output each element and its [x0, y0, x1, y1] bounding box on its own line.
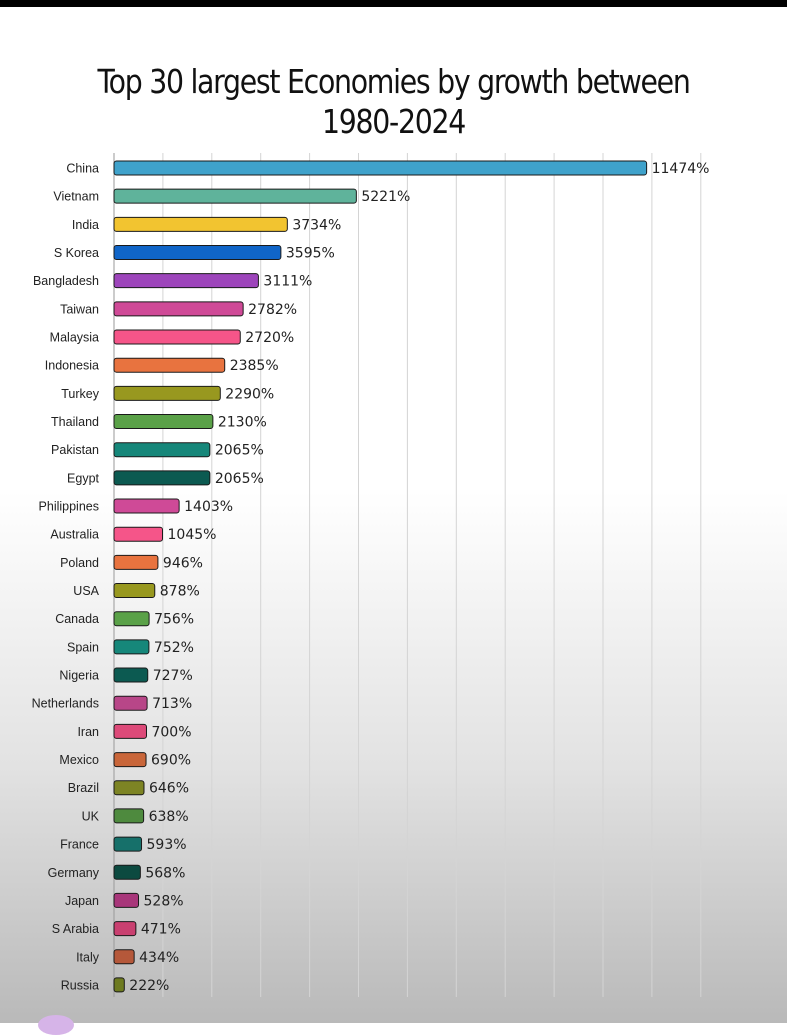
- data-label: 11474%: [652, 161, 710, 177]
- category-label: Turkey: [61, 387, 99, 401]
- category-label: Australia: [50, 528, 99, 542]
- data-label: 2130%: [218, 415, 267, 431]
- category-label: Italy: [76, 950, 100, 964]
- bar: [113, 188, 357, 204]
- category-label: Brazil: [68, 781, 99, 795]
- data-label: 528%: [144, 893, 184, 909]
- category-label: Netherlands: [32, 697, 99, 711]
- category-label: USA: [73, 584, 99, 598]
- chart-title-line-2: 1980-2024: [321, 102, 466, 141]
- data-label: 222%: [129, 978, 169, 994]
- category-label: France: [60, 838, 99, 852]
- category-label: Indonesia: [45, 359, 99, 373]
- category-label: Malaysia: [50, 331, 99, 345]
- bar: [113, 583, 156, 599]
- data-label: 727%: [153, 668, 193, 684]
- category-label: Mexico: [59, 753, 99, 767]
- bar: [113, 273, 259, 289]
- bar: [113, 949, 135, 965]
- category-label: Canada: [55, 612, 99, 626]
- category-label: Egypt: [67, 471, 99, 485]
- category-label: Taiwan: [60, 302, 99, 316]
- data-label: 1045%: [168, 527, 217, 543]
- bar: [113, 554, 159, 570]
- data-label: 2065%: [215, 443, 264, 459]
- data-label: 638%: [149, 809, 189, 825]
- data-label: 713%: [152, 696, 192, 712]
- category-label: Poland: [60, 556, 99, 570]
- data-label: 946%: [163, 555, 203, 571]
- bar: [113, 892, 140, 908]
- category-label: Philippines: [39, 500, 99, 514]
- category-label: Vietnam: [53, 190, 99, 204]
- category-label: S Arabia: [52, 922, 99, 936]
- bar: [113, 385, 221, 401]
- category-label: UK: [82, 809, 100, 823]
- data-label: 434%: [139, 950, 179, 966]
- bar: [113, 301, 244, 317]
- bar: [113, 836, 143, 852]
- bar: [113, 752, 147, 768]
- bar: [113, 329, 241, 345]
- data-label: 2385%: [230, 358, 279, 374]
- data-label: 752%: [154, 640, 194, 656]
- bar: [113, 611, 150, 627]
- bar: [113, 667, 149, 683]
- category-label: Japan: [65, 894, 99, 908]
- bar: [113, 639, 150, 655]
- bar: [113, 864, 141, 880]
- bar: [113, 357, 226, 373]
- bar: [113, 414, 214, 430]
- top-bar: [0, 0, 787, 7]
- category-label: Russia: [61, 978, 99, 992]
- bar: [113, 245, 282, 261]
- category-label: Iran: [77, 725, 99, 739]
- data-label: 878%: [160, 584, 200, 600]
- chart-title: Top 30 largest Economies by growth betwe…: [55, 62, 732, 142]
- bar: [113, 526, 164, 542]
- bar: [113, 977, 125, 993]
- data-label: 568%: [145, 865, 185, 881]
- category-label: Bangladesh: [33, 274, 99, 288]
- bar: [113, 808, 145, 824]
- category-label: Thailand: [51, 415, 99, 429]
- bar: [113, 470, 211, 486]
- bar: [113, 216, 288, 232]
- data-label: 690%: [151, 753, 191, 769]
- bar: [113, 780, 145, 796]
- data-label: 471%: [141, 922, 181, 938]
- data-label: 3595%: [286, 246, 335, 262]
- bar: [113, 442, 211, 458]
- data-label: 756%: [154, 612, 194, 628]
- chart-title-line-1: Top 30 largest Economies by growth betwe…: [97, 62, 690, 101]
- category-label: Spain: [67, 640, 99, 654]
- data-label: 2720%: [245, 330, 294, 346]
- data-label: 3111%: [263, 274, 312, 290]
- category-label: S Korea: [54, 246, 99, 260]
- bar: [113, 498, 180, 514]
- category-label: India: [72, 218, 99, 232]
- bar: [113, 723, 147, 739]
- data-label: 2782%: [248, 302, 297, 318]
- category-label: Germany: [48, 866, 100, 880]
- category-label: China: [66, 162, 99, 176]
- data-label: 3734%: [292, 217, 341, 233]
- data-label: 1403%: [184, 499, 233, 515]
- bar: [113, 160, 648, 176]
- data-label: 5221%: [361, 189, 410, 205]
- data-label: 646%: [149, 781, 189, 797]
- category-label: Nigeria: [59, 669, 99, 683]
- data-label: 593%: [147, 837, 187, 853]
- category-label: Pakistan: [51, 443, 99, 457]
- bar: [113, 921, 137, 937]
- avatar: [38, 1015, 74, 1035]
- data-label: 700%: [151, 724, 191, 740]
- data-label: 2290%: [225, 386, 274, 402]
- data-label: 2065%: [215, 471, 264, 487]
- bar: [113, 695, 148, 711]
